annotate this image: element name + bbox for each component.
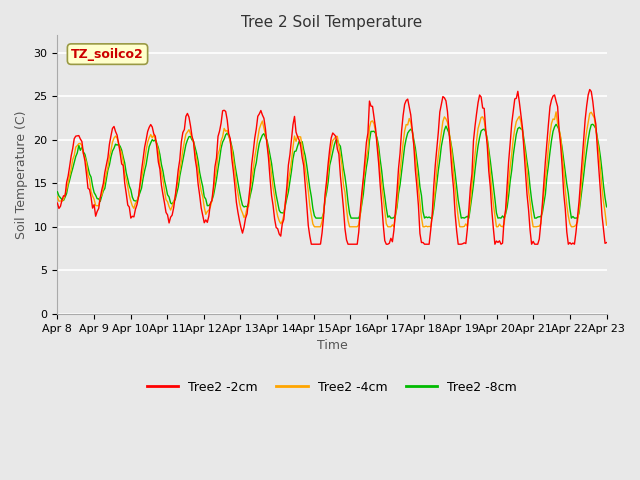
Tree2 -8cm xyxy=(589,121,596,127)
Tree2 -8cm xyxy=(217,145,225,151)
Tree2 -4cm xyxy=(552,109,560,115)
Tree2 -2cm xyxy=(586,86,593,92)
Tree2 -8cm xyxy=(312,215,320,221)
Tree2 -8cm xyxy=(244,201,252,206)
Line: Tree2 -4cm: Tree2 -4cm xyxy=(58,112,607,227)
Tree2 -2cm xyxy=(307,241,315,247)
Tree2 -2cm xyxy=(603,240,611,245)
Tree2 -8cm xyxy=(603,204,611,210)
Legend: Tree2 -2cm, Tree2 -4cm, Tree2 -8cm: Tree2 -2cm, Tree2 -4cm, Tree2 -8cm xyxy=(142,376,522,399)
Title: Tree 2 Soil Temperature: Tree 2 Soil Temperature xyxy=(241,15,422,30)
Tree2 -4cm xyxy=(310,224,318,229)
Tree2 -4cm xyxy=(236,200,243,206)
Tree2 -4cm xyxy=(121,171,129,177)
Tree2 -4cm xyxy=(244,204,252,209)
Tree2 -2cm xyxy=(244,197,252,203)
Tree2 -4cm xyxy=(575,207,583,213)
Tree2 -2cm xyxy=(217,120,225,126)
Tree2 -2cm xyxy=(573,215,581,220)
Tree2 -8cm xyxy=(573,215,581,221)
Tree2 -2cm xyxy=(236,217,243,223)
Tree2 -8cm xyxy=(236,188,243,194)
Tree2 -2cm xyxy=(54,200,61,206)
Tree2 -2cm xyxy=(121,180,129,186)
Tree2 -8cm xyxy=(294,143,301,149)
Tree2 -4cm xyxy=(217,138,225,144)
Tree2 -8cm xyxy=(54,189,61,195)
Tree2 -4cm xyxy=(294,133,301,139)
Line: Tree2 -8cm: Tree2 -8cm xyxy=(58,124,607,218)
Y-axis label: Soil Temperature (C): Soil Temperature (C) xyxy=(15,110,28,239)
X-axis label: Time: Time xyxy=(317,339,348,352)
Tree2 -4cm xyxy=(54,194,61,200)
Tree2 -8cm xyxy=(121,160,129,166)
Tree2 -4cm xyxy=(603,222,611,228)
Line: Tree2 -2cm: Tree2 -2cm xyxy=(58,89,607,244)
Tree2 -2cm xyxy=(294,134,301,140)
Text: TZ_soilco2: TZ_soilco2 xyxy=(71,48,144,60)
